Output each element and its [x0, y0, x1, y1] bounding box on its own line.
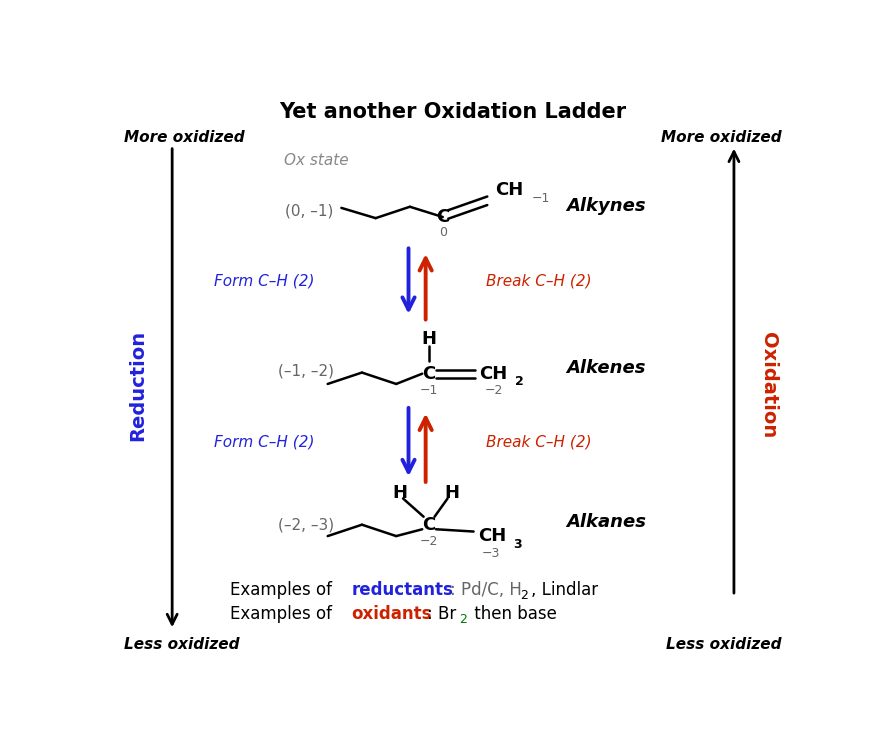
Text: −2: −2 — [484, 384, 503, 397]
Text: : Br: : Br — [427, 605, 456, 623]
Text: reductants: reductants — [352, 581, 453, 599]
Text: C: C — [423, 516, 436, 534]
Text: Form C–H (2): Form C–H (2) — [215, 273, 315, 289]
Text: H: H — [422, 330, 437, 348]
Text: Alkanes: Alkanes — [566, 513, 646, 531]
Text: , Lindlar: , Lindlar — [531, 581, 598, 599]
Text: (–1, –2): (–1, –2) — [278, 363, 334, 378]
Text: CH: CH — [495, 181, 523, 198]
Text: More oxidized: More oxidized — [661, 130, 782, 145]
Text: Break C–H (2): Break C–H (2) — [486, 273, 591, 289]
Text: 2: 2 — [514, 375, 523, 388]
Text: CH: CH — [479, 365, 507, 383]
Text: Examples of: Examples of — [231, 581, 338, 599]
Text: More oxidized: More oxidized — [124, 130, 245, 145]
Text: CH: CH — [477, 527, 506, 545]
Text: Less oxidized: Less oxidized — [667, 637, 782, 652]
Text: H: H — [392, 484, 408, 502]
Text: −1: −1 — [532, 192, 550, 205]
Text: −2: −2 — [420, 535, 438, 548]
Text: then base: then base — [469, 605, 558, 623]
Text: Form C–H (2): Form C–H (2) — [215, 434, 315, 450]
Text: 2: 2 — [520, 590, 528, 602]
Text: Less oxidized: Less oxidized — [124, 637, 240, 652]
Text: (0, –1): (0, –1) — [285, 204, 333, 219]
Text: Examples of: Examples of — [231, 605, 338, 623]
Text: Alkenes: Alkenes — [566, 359, 645, 377]
Text: oxidants: oxidants — [352, 605, 432, 623]
Text: −3: −3 — [482, 547, 500, 559]
Text: C: C — [423, 365, 436, 383]
Text: 2: 2 — [459, 613, 467, 626]
Text: −1: −1 — [420, 384, 438, 397]
Text: Reduction: Reduction — [128, 329, 148, 440]
Text: 3: 3 — [514, 537, 522, 551]
Text: (–2, –3): (–2, –3) — [278, 517, 334, 532]
Text: Oxidation: Oxidation — [758, 332, 778, 438]
Text: 0: 0 — [438, 226, 446, 240]
Text: Alkynes: Alkynes — [566, 197, 645, 215]
Text: Ox state: Ox state — [284, 152, 348, 167]
Text: Break C–H (2): Break C–H (2) — [486, 434, 591, 450]
Text: Yet another Oxidation Ladder: Yet another Oxidation Ladder — [279, 101, 627, 121]
Text: C: C — [436, 208, 449, 226]
Text: H: H — [444, 484, 459, 502]
Text: : Pd/C, H: : Pd/C, H — [450, 581, 522, 599]
